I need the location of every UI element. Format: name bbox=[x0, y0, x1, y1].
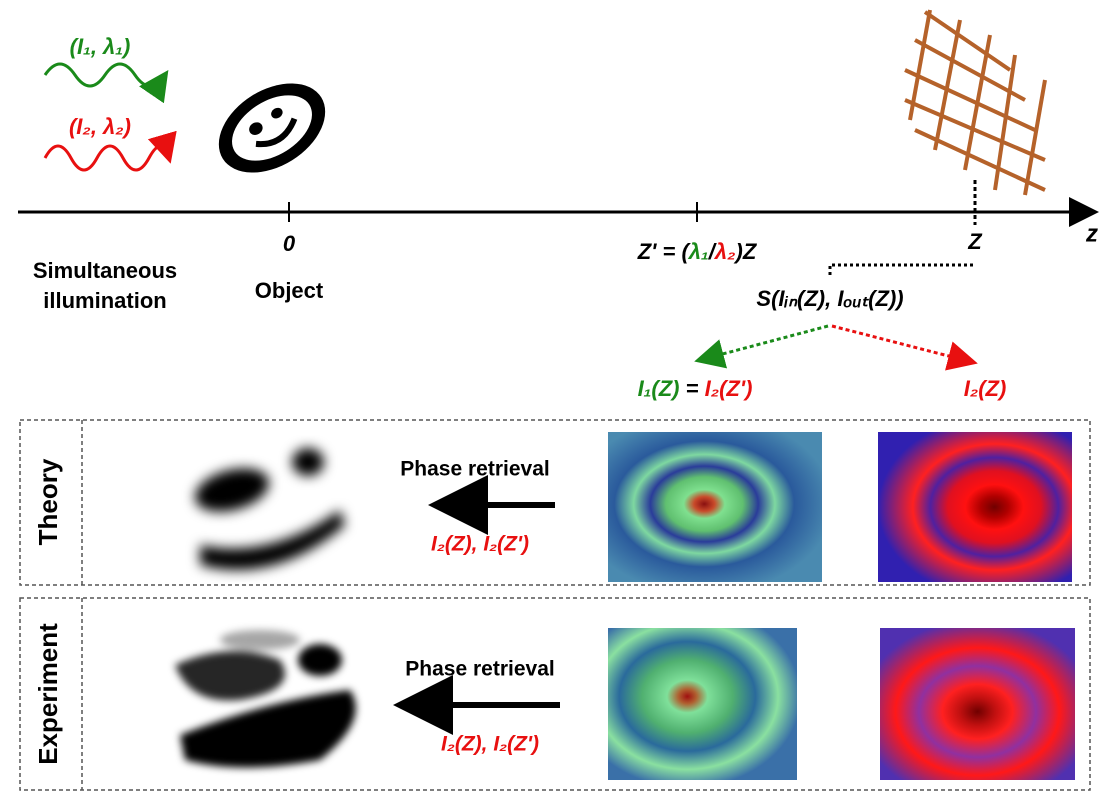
z-label: Z bbox=[967, 229, 983, 254]
wave-1 bbox=[45, 64, 165, 86]
caption-line: Simultaneous bbox=[33, 258, 177, 283]
row-name: Experiment bbox=[33, 623, 63, 765]
inputs-label: I₂(Z), I₂(Z') bbox=[441, 733, 539, 756]
grating bbox=[905, 10, 1045, 195]
diagram: (I₁, λ₁) (I₂, λ₂) Simultaneous illuminat… bbox=[0, 0, 1100, 795]
intensity-map bbox=[878, 432, 1072, 582]
label-part: Z' = ( bbox=[637, 239, 692, 264]
experiment-reconstruction bbox=[175, 630, 356, 768]
measurement-right: I₂(Z) bbox=[964, 376, 1007, 401]
method-label: Phase retrieval bbox=[405, 658, 554, 681]
intensity-map bbox=[880, 628, 1075, 780]
method-label: Phase retrieval bbox=[400, 458, 549, 481]
row-name: Theory bbox=[33, 458, 63, 545]
label-part: = bbox=[680, 376, 705, 401]
wave-2 bbox=[45, 146, 169, 170]
intensity-map bbox=[608, 628, 797, 780]
beam-1-label: (I₁, λ₁) bbox=[70, 34, 131, 59]
split-arrow bbox=[832, 326, 972, 362]
label-part: I₁(Z) bbox=[638, 376, 680, 401]
z-prime-label: Z' = (λ₁/λ₂)Z bbox=[637, 239, 758, 264]
theory-reconstruction bbox=[190, 448, 345, 570]
object-label: Object bbox=[255, 278, 324, 303]
bracket bbox=[830, 265, 975, 275]
label-part: λ₁ bbox=[688, 239, 709, 264]
label-part: )Z bbox=[734, 239, 758, 264]
measurement-left: I₁(Z) = I₂(Z') bbox=[638, 376, 753, 401]
split-arrow bbox=[700, 326, 828, 360]
inputs-label: I₂(Z), I₂(Z') bbox=[431, 533, 529, 556]
origin-label: 0 bbox=[283, 231, 296, 256]
beam-2-label: (I₂, λ₂) bbox=[69, 114, 131, 139]
object-smiley bbox=[203, 65, 342, 191]
label-part: I₂(Z') bbox=[705, 376, 753, 401]
intensity-map bbox=[608, 432, 822, 582]
axis-name: z bbox=[1085, 220, 1098, 247]
caption-line: illumination bbox=[43, 288, 166, 313]
label-part: λ₂ bbox=[714, 239, 736, 264]
measurement-label: S(Iᵢₙ(Z), Iₒᵤₜ(Z)) bbox=[756, 286, 903, 311]
